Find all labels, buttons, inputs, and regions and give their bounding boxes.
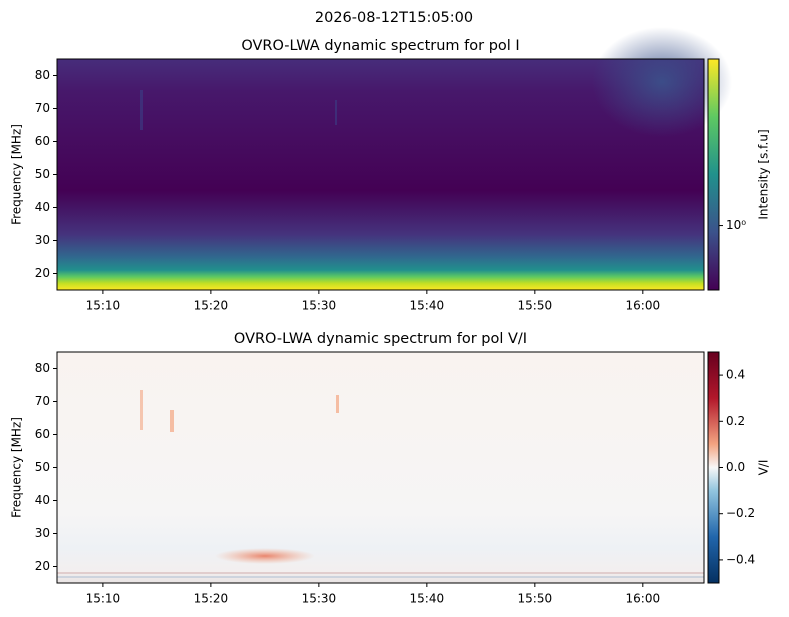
y-tick-label: 30 [35,526,50,540]
colorbar-label: Intensity [s.f.u] [757,129,771,219]
y-tick-label: 20 [35,266,50,280]
y-tick-label: 60 [35,427,50,441]
x-tick-label: 15:40 [410,592,445,606]
y-tick-label: 40 [35,493,50,507]
y-axis-label: Frequency [MHz] [10,124,24,225]
suptitle: 2026-08-12T15:05:00 [315,10,473,26]
colorbar-label: V/I [757,460,771,476]
vi-image [57,352,704,583]
x-tick-label: 15:50 [518,299,553,313]
y-tick-label: 30 [35,233,50,247]
colorbar [707,351,720,584]
x-tick-label: 15:20 [194,592,229,606]
colorbar-tick-label: 0.4 [726,368,745,382]
x-tick-label: 15:40 [410,299,445,313]
y-tick-label: 40 [35,200,50,214]
x-tick-label: 16:00 [626,592,661,606]
y-tick-label: 50 [35,460,50,474]
colorbar-tick-label: 0.2 [726,414,745,428]
y-tick-label: 50 [35,167,50,181]
x-tick-label: 15:30 [302,592,337,606]
y-tick-label: 70 [35,394,50,408]
y-tick-label: 80 [35,361,50,375]
x-tick-label: 15:50 [518,592,553,606]
y-axis-label: Frequency [MHz] [10,417,24,518]
spectrum-image [57,27,732,290]
x-tick-label: 15:10 [86,299,121,313]
x-tick-label: 15:10 [86,592,121,606]
x-tick-label: 15:20 [194,299,229,313]
colorbar-tick-label: −0.2 [726,506,755,520]
y-tick-label: 70 [35,101,50,115]
x-tick-label: 15:30 [302,299,337,313]
colorbar [707,58,720,291]
axis-title: OVRO-LWA dynamic spectrum for pol V/I [234,331,527,347]
y-tick-label: 80 [35,68,50,82]
colorbar-tick-label: 0.0 [726,460,745,474]
colorbar-tick-label: 10⁰ [726,218,746,232]
y-tick-label: 60 [35,134,50,148]
colorbar-tick-label: −0.4 [726,552,755,566]
y-tick-label: 20 [35,559,50,573]
x-tick-label: 16:00 [626,299,661,313]
axis-title: OVRO-LWA dynamic spectrum for pol I [241,38,519,54]
